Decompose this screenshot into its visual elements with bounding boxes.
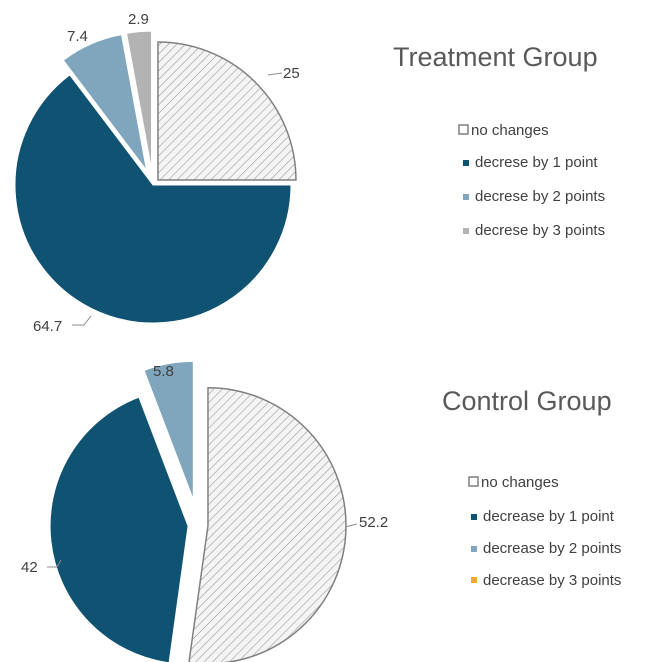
- treatment-legend-swatch-0: [458, 124, 469, 135]
- control-legend-swatch-2: [471, 546, 477, 552]
- control-leader-0: [344, 523, 358, 528]
- treatment-chart: 25 64.7 7.4 2.9 Treatment Group no chang…: [14, 11, 605, 335]
- control-slice-2: [143, 360, 194, 500]
- treatment-legend: no changes decrese by 1 point decrese by…: [458, 122, 605, 239]
- control-data-label-1: 42: [21, 559, 38, 576]
- control-slice-0: [188, 386, 347, 662]
- treatment-title: Treatment Group: [393, 42, 598, 72]
- treatment-data-label-1: 64.7: [33, 318, 62, 335]
- treatment-legend-swatch-3: [463, 228, 469, 234]
- treatment-slice-1: [14, 74, 292, 324]
- control-legend-swatch-1: [471, 514, 477, 520]
- treatment-legend-swatch-1: [463, 160, 469, 166]
- control-data-label-2: 5.8: [153, 363, 174, 380]
- treatment-legend-label-1: decrese by 1 point: [475, 154, 598, 171]
- treatment-data-label-0: 25: [283, 65, 300, 82]
- treatment-legend-label-2: decrese by 2 points: [475, 188, 605, 205]
- treatment-data-label-3: 2.9: [128, 11, 149, 28]
- control-legend-label-2: decrease by 2 points: [483, 540, 621, 557]
- control-leader-1: [47, 559, 62, 568]
- treatment-legend-swatch-2: [463, 194, 469, 200]
- control-data-label-0: 52.2: [359, 514, 388, 531]
- treatment-leader-1: [72, 315, 92, 326]
- treatment-leader-0: [267, 72, 283, 76]
- control-pie: [49, 360, 347, 662]
- control-slice-1: [49, 396, 189, 662]
- control-legend-label-0: no changes: [481, 474, 559, 491]
- treatment-slice-0: [157, 41, 297, 181]
- control-title: Control Group: [442, 386, 612, 416]
- treatment-legend-label-3: decrese by 3 points: [475, 222, 605, 239]
- control-legend-label-1: decrease by 1 point: [483, 508, 615, 525]
- treatment-slice-3: [125, 30, 153, 170]
- control-legend-label-3: decrease by 3 points: [483, 572, 621, 589]
- control-legend-swatch-3: [471, 577, 477, 583]
- control-legend-swatch-0: [468, 476, 479, 487]
- control-chart: 52.2 42 5.8 Control Group no changes dec…: [21, 360, 621, 662]
- treatment-legend-label-0: no changes: [471, 122, 549, 139]
- treatment-pie: [14, 30, 297, 324]
- treatment-data-label-2: 7.4: [67, 28, 88, 45]
- control-legend: no changes decrease by 1 point decrease …: [468, 474, 621, 589]
- treatment-slice-2: [62, 34, 148, 171]
